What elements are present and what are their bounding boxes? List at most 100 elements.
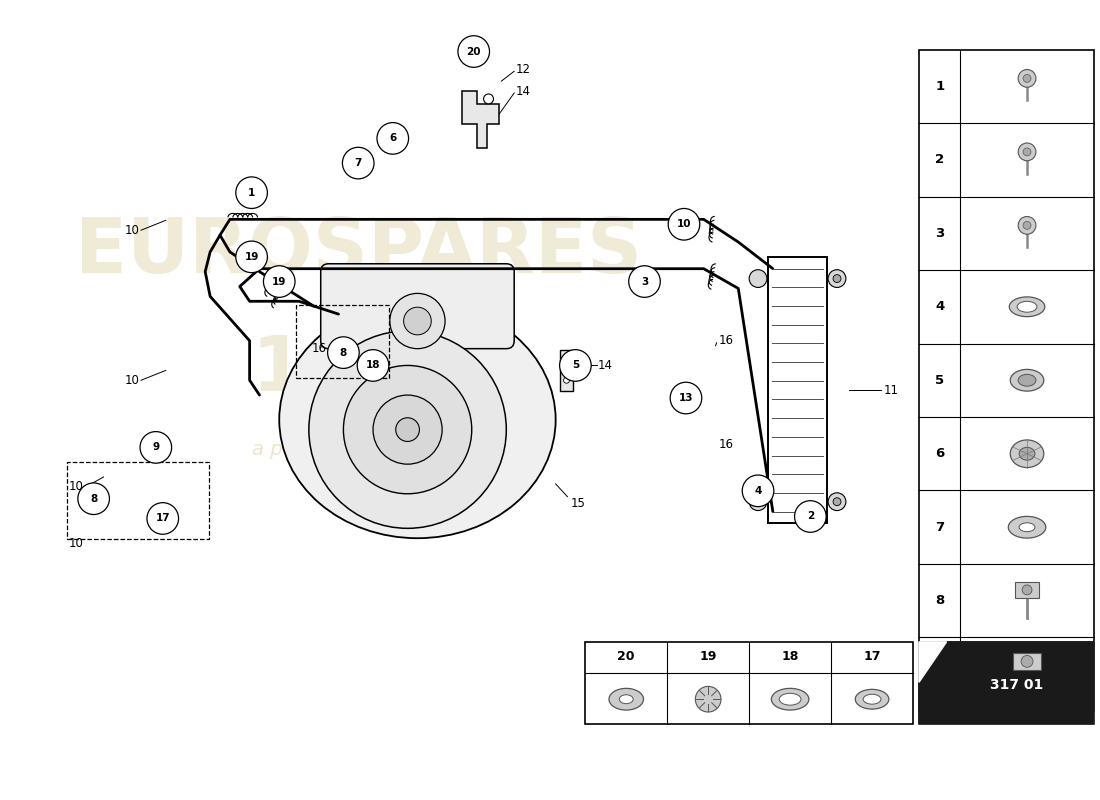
- Text: 13: 13: [679, 393, 693, 403]
- Text: 7: 7: [354, 158, 362, 168]
- Text: 2: 2: [935, 154, 944, 166]
- Ellipse shape: [864, 694, 881, 704]
- Text: 5: 5: [572, 361, 579, 370]
- Text: 19: 19: [272, 277, 286, 286]
- Text: 6: 6: [389, 134, 396, 143]
- Ellipse shape: [609, 688, 644, 710]
- Circle shape: [695, 686, 721, 712]
- Circle shape: [629, 266, 660, 298]
- Text: 14: 14: [516, 85, 531, 98]
- Circle shape: [1021, 655, 1033, 667]
- Text: 8: 8: [340, 348, 346, 358]
- Ellipse shape: [779, 694, 801, 705]
- Ellipse shape: [771, 688, 808, 710]
- Circle shape: [328, 337, 360, 369]
- Polygon shape: [918, 642, 1093, 724]
- Text: 16: 16: [718, 334, 734, 347]
- Text: a part of something greater: a part of something greater: [252, 440, 524, 459]
- Circle shape: [373, 395, 442, 464]
- Text: 5: 5: [935, 374, 944, 386]
- Text: 9: 9: [152, 442, 160, 452]
- Text: 15: 15: [571, 497, 585, 510]
- Circle shape: [670, 382, 702, 414]
- Ellipse shape: [1019, 522, 1035, 532]
- Circle shape: [377, 122, 408, 154]
- Circle shape: [140, 431, 172, 463]
- Text: 317 01: 317 01: [990, 678, 1043, 692]
- Circle shape: [1019, 217, 1036, 234]
- Ellipse shape: [1018, 302, 1037, 312]
- Text: 10: 10: [676, 219, 691, 230]
- Text: 18: 18: [781, 650, 799, 663]
- Text: 3: 3: [641, 277, 648, 286]
- Circle shape: [396, 418, 419, 442]
- Circle shape: [309, 331, 506, 528]
- Circle shape: [358, 350, 388, 382]
- Ellipse shape: [1019, 447, 1035, 460]
- FancyBboxPatch shape: [585, 642, 913, 724]
- Ellipse shape: [1010, 440, 1044, 467]
- Text: EUROSPARES: EUROSPARES: [75, 215, 641, 289]
- Text: 1: 1: [935, 80, 944, 93]
- Text: 10: 10: [124, 224, 139, 237]
- Circle shape: [1023, 148, 1031, 156]
- Text: 10: 10: [124, 374, 139, 386]
- Circle shape: [560, 350, 591, 382]
- FancyBboxPatch shape: [768, 257, 827, 523]
- Circle shape: [563, 378, 570, 383]
- Circle shape: [833, 274, 842, 282]
- FancyBboxPatch shape: [918, 50, 1093, 711]
- Text: 17: 17: [155, 514, 170, 523]
- FancyBboxPatch shape: [560, 350, 573, 391]
- Text: 8: 8: [935, 594, 944, 607]
- Circle shape: [794, 501, 826, 532]
- Text: 16: 16: [718, 438, 734, 451]
- FancyBboxPatch shape: [918, 642, 1093, 724]
- Text: 18: 18: [366, 361, 381, 370]
- Text: 12: 12: [516, 62, 531, 76]
- Ellipse shape: [856, 690, 889, 709]
- Circle shape: [404, 307, 431, 335]
- FancyBboxPatch shape: [321, 264, 514, 349]
- Circle shape: [235, 241, 267, 273]
- Polygon shape: [462, 91, 499, 148]
- Text: 3: 3: [935, 226, 944, 240]
- Circle shape: [235, 177, 267, 209]
- Ellipse shape: [279, 302, 556, 538]
- Text: 19: 19: [244, 252, 258, 262]
- Circle shape: [1022, 585, 1032, 595]
- Text: 20: 20: [617, 650, 635, 663]
- Circle shape: [668, 209, 700, 240]
- Text: 20: 20: [466, 46, 481, 57]
- Text: 10: 10: [69, 537, 84, 550]
- Text: 2: 2: [806, 511, 814, 522]
- Circle shape: [833, 498, 842, 506]
- Circle shape: [1023, 74, 1031, 82]
- Ellipse shape: [1009, 516, 1046, 538]
- Text: 6: 6: [935, 447, 944, 460]
- Ellipse shape: [1010, 370, 1044, 391]
- Polygon shape: [918, 642, 947, 682]
- Text: 17: 17: [864, 650, 881, 663]
- Text: 4: 4: [755, 486, 761, 496]
- Circle shape: [343, 366, 472, 494]
- Text: 1: 1: [248, 188, 255, 198]
- Circle shape: [78, 483, 109, 514]
- Ellipse shape: [1019, 374, 1036, 386]
- Text: 14: 14: [598, 359, 613, 372]
- Text: 9: 9: [935, 668, 944, 681]
- Circle shape: [742, 475, 773, 506]
- Circle shape: [828, 270, 846, 287]
- Circle shape: [749, 493, 767, 510]
- Circle shape: [484, 94, 494, 104]
- Circle shape: [1023, 222, 1031, 230]
- FancyBboxPatch shape: [1013, 653, 1041, 670]
- Text: 10: 10: [69, 480, 84, 494]
- Circle shape: [749, 270, 767, 287]
- Text: 1985: 1985: [252, 334, 464, 407]
- Circle shape: [828, 493, 846, 510]
- Circle shape: [147, 502, 178, 534]
- Circle shape: [563, 355, 570, 362]
- Circle shape: [342, 147, 374, 179]
- Ellipse shape: [619, 694, 634, 704]
